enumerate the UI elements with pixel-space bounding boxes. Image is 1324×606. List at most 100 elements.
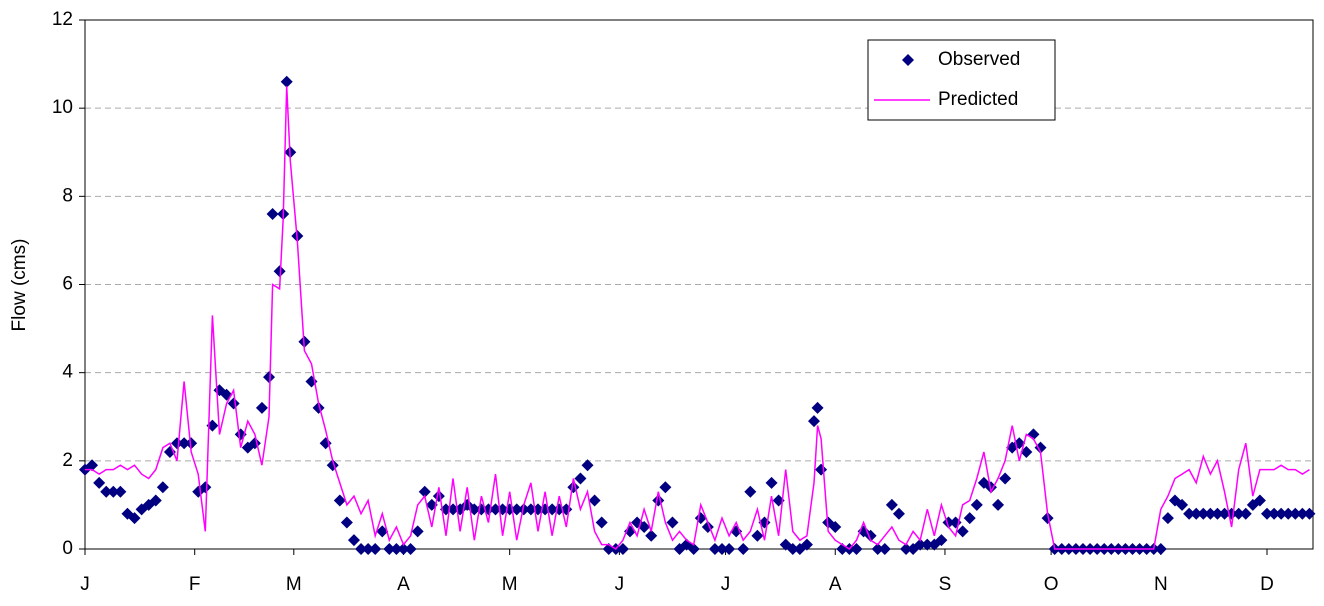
observed-point bbox=[263, 371, 276, 384]
observed-point bbox=[156, 481, 169, 494]
observed-point bbox=[708, 543, 721, 555]
y-tick-label: 8 bbox=[62, 185, 73, 206]
legend-box bbox=[867, 39, 1056, 121]
legend-label: Predicted bbox=[938, 89, 1018, 110]
y-tick-label: 4 bbox=[62, 362, 73, 383]
observed-point bbox=[1268, 507, 1281, 520]
observed-point bbox=[595, 516, 608, 529]
observed-point bbox=[871, 543, 884, 555]
observed-point bbox=[266, 207, 279, 220]
observed-point bbox=[1161, 512, 1174, 525]
observed-point bbox=[418, 485, 431, 498]
observed-point bbox=[355, 543, 368, 555]
observed-point bbox=[716, 543, 729, 555]
observed-point bbox=[999, 472, 1012, 485]
observed-point bbox=[588, 494, 601, 507]
x-tick-label: F bbox=[189, 574, 201, 595]
observed-point bbox=[1190, 507, 1203, 520]
observed-point bbox=[892, 507, 905, 520]
observed-point bbox=[517, 503, 530, 516]
x-tick-label: M bbox=[502, 574, 518, 595]
observed-point bbox=[638, 520, 651, 533]
observed-point bbox=[93, 476, 106, 489]
observed-point bbox=[616, 543, 629, 555]
observed-point bbox=[390, 543, 403, 555]
x-tick-label: J bbox=[615, 574, 625, 595]
observed-point bbox=[878, 543, 891, 555]
x-tick-label: O bbox=[1044, 574, 1059, 595]
observed-point bbox=[1176, 498, 1189, 511]
observed-point bbox=[397, 543, 410, 555]
observed-point bbox=[100, 485, 113, 498]
x-tick-label: J bbox=[80, 574, 90, 595]
observed-point bbox=[1260, 507, 1273, 520]
x-tick-label: M bbox=[286, 574, 302, 595]
observed-point bbox=[432, 490, 445, 503]
observed-point bbox=[376, 525, 389, 538]
x-tick-label: S bbox=[939, 574, 952, 595]
observed-point bbox=[737, 543, 750, 555]
x-tick-label: N bbox=[1154, 574, 1168, 595]
y-tick-label: 0 bbox=[62, 538, 73, 559]
observed-point bbox=[404, 543, 417, 555]
observed-point bbox=[765, 476, 778, 489]
observed-point bbox=[808, 415, 821, 428]
observed-point bbox=[185, 437, 198, 450]
y-tick-label: 6 bbox=[62, 274, 73, 295]
x-tick-label: J bbox=[721, 574, 731, 595]
observed-point bbox=[128, 512, 141, 525]
observed-point bbox=[1289, 507, 1302, 520]
observed-point bbox=[340, 516, 353, 529]
observed-point bbox=[383, 543, 396, 555]
observed-point bbox=[829, 520, 842, 533]
observed-point bbox=[1183, 507, 1196, 520]
legend-marker bbox=[902, 54, 914, 66]
observed-point bbox=[411, 525, 424, 538]
y-tick-label: 10 bbox=[52, 97, 73, 118]
legend-label: Observed bbox=[938, 49, 1020, 70]
observed-point bbox=[751, 529, 764, 542]
observed-point bbox=[744, 485, 757, 498]
observed-point bbox=[510, 503, 523, 516]
observed-point bbox=[280, 75, 293, 88]
observed-point bbox=[581, 459, 594, 472]
observed-point bbox=[273, 265, 286, 278]
observed-point bbox=[107, 485, 120, 498]
observed-point bbox=[86, 459, 99, 472]
observed-point bbox=[1041, 512, 1054, 525]
observed-point bbox=[1239, 507, 1252, 520]
observed-point bbox=[956, 525, 969, 538]
observed-point bbox=[546, 503, 559, 516]
observed-point bbox=[811, 401, 824, 414]
observed-point bbox=[900, 543, 913, 555]
observed-point bbox=[786, 543, 799, 555]
observed-point bbox=[1296, 507, 1309, 520]
observed-point bbox=[815, 463, 828, 476]
observed-point bbox=[687, 543, 700, 555]
observed-point bbox=[666, 516, 679, 529]
observed-point bbox=[1197, 507, 1210, 520]
observed-point bbox=[914, 538, 927, 551]
x-tick-label: A bbox=[397, 574, 410, 595]
observed-point bbox=[1253, 494, 1266, 507]
observed-point bbox=[1204, 507, 1217, 520]
observed-point bbox=[114, 485, 127, 498]
observed-point bbox=[921, 538, 934, 551]
observed-point bbox=[1282, 507, 1295, 520]
observed-point bbox=[1211, 507, 1224, 520]
observed-point bbox=[362, 543, 375, 555]
observed-point bbox=[347, 534, 360, 547]
observed-point bbox=[199, 481, 212, 494]
observed-point bbox=[178, 437, 191, 450]
observed-point bbox=[1154, 543, 1167, 555]
observed-point bbox=[1232, 507, 1245, 520]
observed-point bbox=[652, 494, 665, 507]
observed-point bbox=[1303, 507, 1316, 520]
observed-point bbox=[659, 481, 672, 494]
observed-point bbox=[1275, 507, 1288, 520]
x-tick-label: A bbox=[829, 574, 842, 595]
observed-point bbox=[1218, 507, 1231, 520]
observed-point bbox=[333, 494, 346, 507]
observed-point bbox=[850, 543, 863, 555]
